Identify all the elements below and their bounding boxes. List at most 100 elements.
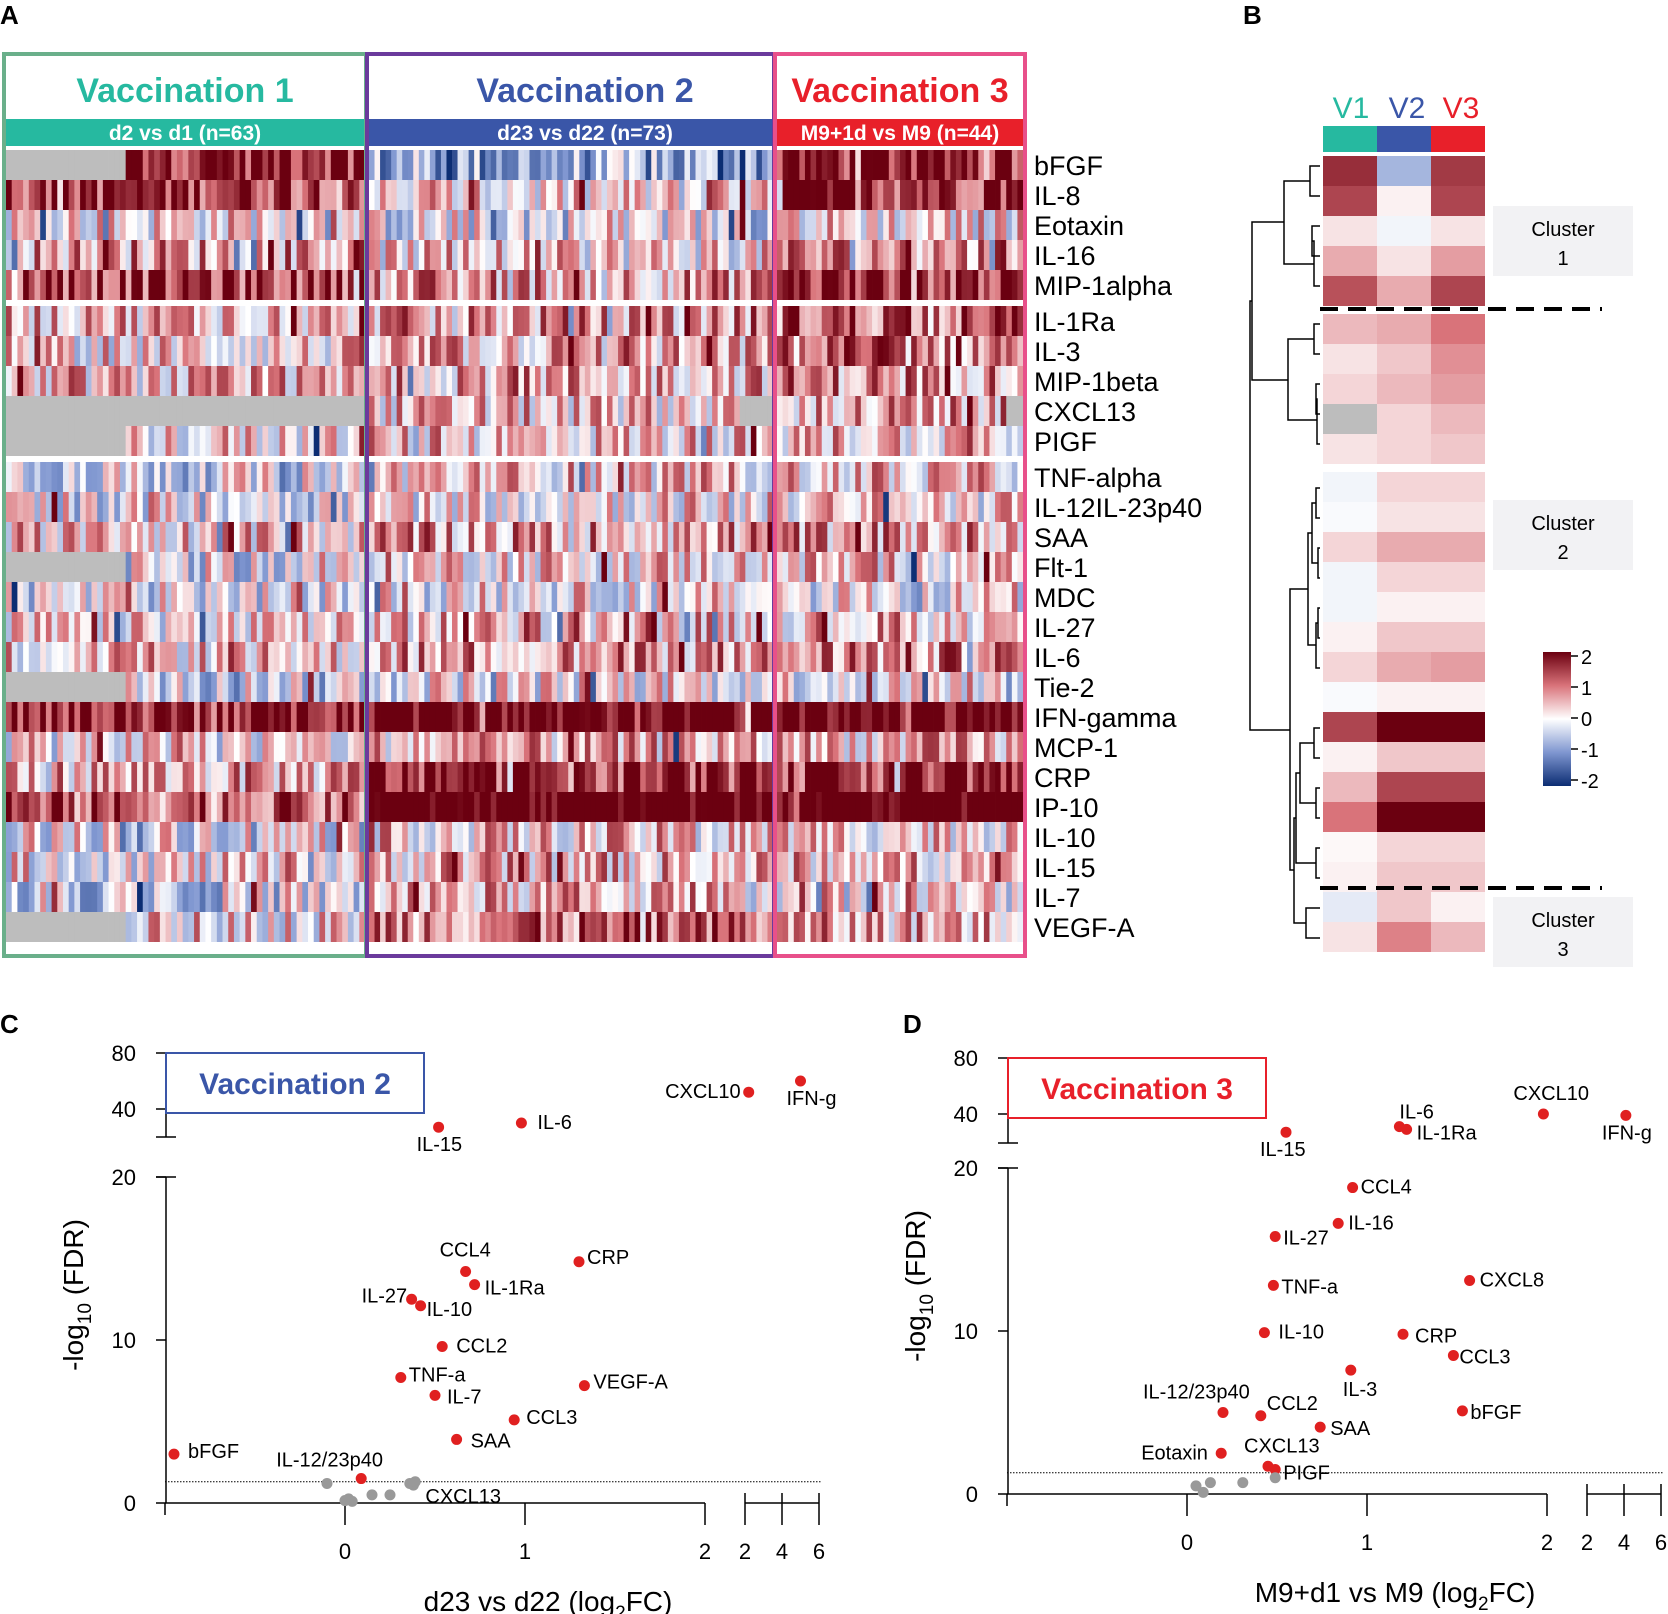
- inset-label: Vaccination 3: [1041, 1073, 1233, 1106]
- heatmap-cell: [418, 150, 425, 180]
- heatmap-cell: [228, 792, 235, 822]
- heatmap-cell: [645, 762, 652, 792]
- heatmap-cell: [529, 702, 536, 732]
- heatmap-cell: [6, 552, 13, 582]
- heatmap-cell: [634, 852, 641, 882]
- heatmap-cell: [6, 732, 13, 762]
- heatmap-cell: [927, 732, 934, 762]
- gene-label: MCP-1: [1034, 733, 1118, 763]
- mean-heatmap-cell: [1377, 314, 1431, 344]
- heatmap-cell: [612, 522, 619, 552]
- heatmap-cell: [80, 426, 87, 456]
- heatmap-cell: [894, 336, 901, 366]
- heatmap-cell: [429, 822, 436, 852]
- heatmap-cell: [137, 240, 144, 270]
- heatmap-cell: [429, 336, 436, 366]
- heatmap-cell: [102, 912, 109, 942]
- heatmap-cell: [374, 240, 381, 270]
- mean-heatmap-cell: [1323, 742, 1377, 772]
- heatmap-cell: [706, 492, 713, 522]
- heatmap-cell: [739, 396, 746, 426]
- heatmap-cell: [313, 672, 320, 702]
- heatmap-cell: [1006, 336, 1013, 366]
- heatmap-cell: [612, 852, 619, 882]
- heatmap-cell: [706, 462, 713, 492]
- heatmap-cell: [678, 270, 685, 300]
- heatmap-cell: [955, 522, 962, 552]
- heatmap-cell: [336, 492, 343, 522]
- heatmap-cell: [662, 672, 669, 702]
- heatmap-cell: [590, 552, 597, 582]
- heatmap-cell: [989, 396, 996, 426]
- heatmap-cell: [872, 492, 879, 522]
- heatmap-cell: [723, 270, 730, 300]
- heatmap-cell: [23, 240, 30, 270]
- heatmap-cell: [429, 306, 436, 336]
- heatmap-cell: [877, 822, 884, 852]
- heatmap-cell: [640, 582, 647, 612]
- heatmap-cell: [535, 462, 541, 492]
- heatmap-cell: [85, 336, 92, 366]
- heatmap-cell: [540, 552, 547, 582]
- heatmap-cell: [629, 732, 636, 762]
- heatmap-cell: [1011, 180, 1018, 210]
- heatmap-cell: [182, 522, 189, 552]
- heatmap-cell: [978, 612, 985, 642]
- heatmap-cell: [62, 180, 70, 210]
- heatmap-cell: [512, 642, 519, 672]
- heatmap-cell: [353, 150, 360, 180]
- heatmap-cell: [74, 822, 81, 852]
- heatmap-cell: [667, 852, 674, 882]
- heatmap-cell: [435, 582, 442, 612]
- heatmap-cell: [777, 492, 783, 522]
- heatmap-cell: [199, 912, 206, 942]
- heatmap-cell: [750, 912, 757, 942]
- heatmap-cell: [319, 552, 326, 582]
- heatmap-cell: [228, 612, 235, 642]
- heatmap-cell: [756, 336, 763, 366]
- heatmap-cell: [546, 822, 553, 852]
- heatmap-cell: [6, 426, 13, 456]
- heatmap-cell: [706, 336, 713, 366]
- heatmap-cell: [939, 762, 946, 792]
- heatmap-cell: [1006, 426, 1013, 456]
- heatmap-cell: [114, 582, 121, 612]
- heatmap-cell: [810, 150, 817, 180]
- heatmap-cell: [894, 426, 901, 456]
- heatmap-cell: [452, 150, 458, 180]
- heatmap-cell: [51, 492, 58, 522]
- heatmap-cell: [435, 306, 442, 336]
- heatmap-cell: [518, 642, 525, 672]
- heatmap-cell: [74, 180, 81, 210]
- heatmap-cell: [23, 912, 30, 942]
- heatmap-cell: [512, 426, 519, 456]
- heatmap-cell: [595, 852, 602, 882]
- heatmap-cell: [125, 306, 132, 336]
- heatmap-cell: [656, 762, 663, 792]
- heatmap-cell: [273, 150, 280, 180]
- heatmap-cell: [353, 210, 360, 240]
- heatmap-cell: [199, 336, 206, 366]
- heatmap-cell: [296, 672, 303, 702]
- heatmap-cell: [330, 336, 337, 366]
- heatmap-cell: [336, 240, 343, 270]
- heatmap-cell: [239, 210, 246, 240]
- heatmap-cell: [684, 270, 691, 300]
- heatmap-cell: [557, 672, 564, 702]
- heatmap-cell: [396, 426, 403, 456]
- heatmap-cell: [866, 552, 873, 582]
- heatmap-cell: [838, 366, 845, 396]
- heatmap-cell: [391, 270, 398, 300]
- mean-heatmap-cell: [1377, 772, 1431, 802]
- heatmap-cell: [199, 582, 206, 612]
- heatmap-cell: [51, 912, 58, 942]
- heatmap-cell: [325, 396, 332, 426]
- heatmap-cell: [838, 552, 845, 582]
- heatmap-cell: [838, 270, 845, 300]
- heatmap-cell: [194, 492, 201, 522]
- mean-heatmap-cell: [1323, 682, 1377, 712]
- heatmap-cell: [623, 150, 630, 180]
- heatmap-cell: [290, 522, 298, 552]
- heatmap-cell: [171, 912, 178, 942]
- heatmap-cell: [788, 792, 795, 822]
